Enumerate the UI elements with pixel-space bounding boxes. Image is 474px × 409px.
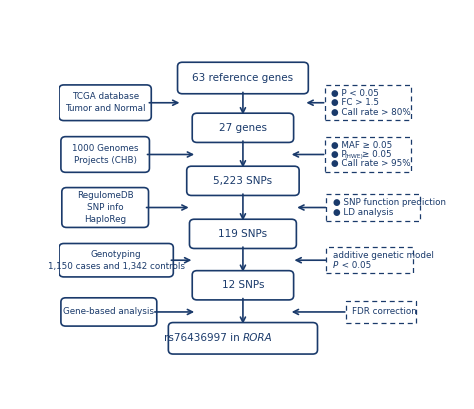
FancyBboxPatch shape xyxy=(187,166,299,196)
FancyBboxPatch shape xyxy=(192,271,293,300)
Text: 12 SNPs: 12 SNPs xyxy=(222,280,264,290)
FancyBboxPatch shape xyxy=(178,62,308,94)
Text: 119 SNPs: 119 SNPs xyxy=(219,229,267,239)
Text: 27 genes: 27 genes xyxy=(219,123,267,133)
Text: rs76436997 in: rs76436997 in xyxy=(164,333,243,343)
FancyBboxPatch shape xyxy=(346,301,416,323)
Text: ● SNP function prediction: ● SNP function prediction xyxy=(333,198,446,207)
FancyBboxPatch shape xyxy=(190,219,296,249)
FancyBboxPatch shape xyxy=(61,137,149,172)
Text: ● FC > 1.5: ● FC > 1.5 xyxy=(331,98,379,107)
FancyBboxPatch shape xyxy=(325,85,411,120)
Text: RORA: RORA xyxy=(243,333,273,343)
Text: additive genetic model: additive genetic model xyxy=(333,251,434,260)
FancyBboxPatch shape xyxy=(327,247,413,273)
Text: TCGA database
Tumor and Normal: TCGA database Tumor and Normal xyxy=(65,92,146,113)
Text: Genotyping
1,150 cases and 1,342 controls: Genotyping 1,150 cases and 1,342 control… xyxy=(48,250,185,271)
Text: ● P < 0.05: ● P < 0.05 xyxy=(331,89,379,98)
Text: 5,223 SNPs: 5,223 SNPs xyxy=(213,176,273,186)
FancyBboxPatch shape xyxy=(168,323,318,354)
FancyBboxPatch shape xyxy=(59,243,173,277)
Text: Gene-based analysis: Gene-based analysis xyxy=(64,308,155,317)
Text: (HWE): (HWE) xyxy=(345,154,364,159)
Text: P: P xyxy=(333,261,338,270)
Text: ● MAF ≥ 0.05: ● MAF ≥ 0.05 xyxy=(331,141,392,150)
FancyBboxPatch shape xyxy=(62,188,148,227)
FancyBboxPatch shape xyxy=(327,194,420,221)
FancyBboxPatch shape xyxy=(192,113,293,142)
Text: 63 reference genes: 63 reference genes xyxy=(192,73,293,83)
Text: ● Call rate > 80%: ● Call rate > 80% xyxy=(331,108,410,117)
Text: ● P: ● P xyxy=(331,150,346,159)
Text: RegulomeDB
SNP info
HaploReg: RegulomeDB SNP info HaploReg xyxy=(77,191,134,224)
Text: 1000 Genomes
Projects (CHB): 1000 Genomes Projects (CHB) xyxy=(72,144,138,165)
Text: ● Call rate > 95%: ● Call rate > 95% xyxy=(331,159,410,168)
FancyBboxPatch shape xyxy=(61,298,157,326)
FancyBboxPatch shape xyxy=(59,85,151,121)
Text: ● LD analysis: ● LD analysis xyxy=(333,208,393,217)
Text: ≥ 0.05: ≥ 0.05 xyxy=(363,150,392,159)
Text: < 0.05: < 0.05 xyxy=(339,261,372,270)
FancyBboxPatch shape xyxy=(325,137,411,172)
Text: FDR correction: FDR correction xyxy=(352,308,417,317)
